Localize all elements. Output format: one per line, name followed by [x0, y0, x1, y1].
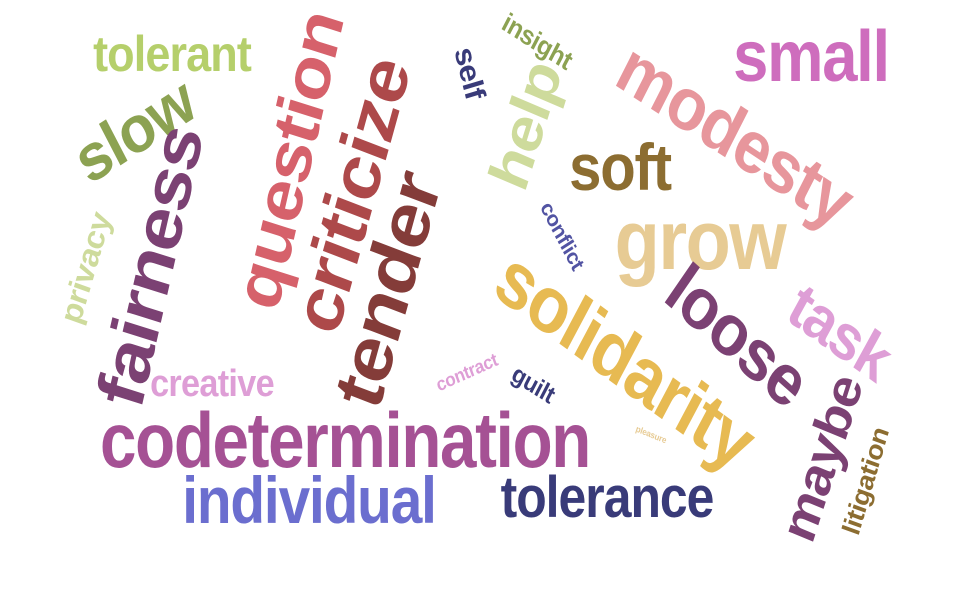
- word-soft: soft: [569, 130, 672, 204]
- word-individual: individual: [182, 463, 437, 537]
- word-small: small: [733, 17, 890, 97]
- word-contract: contract: [433, 349, 501, 397]
- word-tolerance: tolerance: [500, 465, 715, 530]
- word-tolerant: tolerant: [93, 26, 252, 82]
- word-codetermination: codetermination: [99, 396, 591, 484]
- word-creative: creative: [150, 363, 275, 405]
- word-self: self: [448, 42, 492, 104]
- word-help: help: [476, 51, 574, 199]
- word-grow: grow: [614, 193, 787, 287]
